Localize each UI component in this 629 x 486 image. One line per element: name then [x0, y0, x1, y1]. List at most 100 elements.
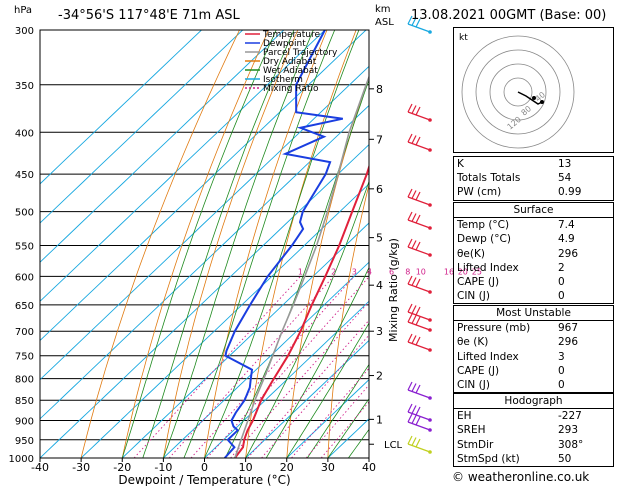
mixing-ratio-line [261, 334, 369, 458]
wind-barb-flag [411, 305, 417, 314]
wind-barb-shaft [407, 411, 431, 421]
km-label: km [375, 4, 391, 15]
km-tick-label: 1 [376, 413, 383, 426]
x-tick-label: 40 [362, 461, 376, 474]
mixing-ratio-line [133, 276, 301, 458]
dry-adiabat-line [163, 30, 299, 458]
wind-barbs [407, 15, 432, 454]
isotherm-line [40, 30, 244, 224]
wind-barb-flag [407, 381, 413, 391]
dewpoint-line [223, 30, 344, 458]
location-label: -34°56'S 117°48'E 71m ASL [58, 8, 240, 23]
wind-barb-flag [407, 238, 413, 248]
wind-barb-dot [428, 348, 432, 352]
hodograph-point [532, 96, 536, 100]
wind-barb-flag [411, 405, 417, 414]
wind-barb-flag [415, 416, 421, 426]
wind-barb-flag [411, 335, 417, 344]
indices-row: Totals Totals 54 [457, 172, 572, 185]
pressure-tick-label: 700 [15, 327, 34, 338]
wind-barb-shaft [407, 219, 431, 229]
wet-adiabat-line [286, 322, 369, 458]
wind-barb-shaft [407, 23, 431, 33]
mixing-ratio-line [320, 401, 369, 458]
legend-label: Isotherm [263, 75, 303, 85]
isotherm-line [163, 261, 369, 458]
wind-barb-dot [428, 203, 432, 207]
km-tick-label: 7 [376, 133, 383, 146]
indices-row: K 13 [457, 158, 572, 170]
wind-barb-dot [428, 328, 432, 332]
hodograph-row: SREH 293 [457, 424, 579, 437]
wind-barb-shaft [407, 443, 431, 453]
wind-barb-dot [428, 418, 432, 422]
wind-barb-flag [411, 240, 417, 249]
wind-barb-shaft [407, 321, 431, 331]
x-tick-label: 20 [280, 461, 294, 474]
isotherm-line [40, 30, 326, 302]
hodograph-title: Hodograph [454, 394, 613, 410]
x-tick-label: -20 [113, 461, 131, 474]
isotherm-line [40, 104, 369, 420]
hodograph-ring [489, 63, 547, 121]
km-tick-label: 2 [376, 370, 383, 383]
dry-adiabat-line [245, 30, 357, 458]
isotherm-line [286, 379, 369, 458]
pressure-tick-label: 850 [15, 396, 34, 407]
dry-adiabat-line [204, 30, 328, 458]
wind-barb-dot [428, 148, 432, 152]
wind-barb-flag [415, 241, 421, 251]
wet-adiabat-line [265, 266, 369, 458]
km-tick-label: 5 [376, 232, 383, 245]
unstable-row: Lifted Index 3 [457, 350, 565, 363]
pressure-tick-label: 300 [15, 26, 34, 37]
wind-barb-flag [407, 133, 413, 143]
isotherm-line [40, 144, 369, 458]
wind-barb-flag [415, 106, 421, 116]
hodograph-ring [461, 35, 575, 149]
wind-barb-dot [428, 450, 432, 454]
wind-barb-flag [411, 213, 417, 222]
unstable-row: CAPE (J) 0 [457, 364, 565, 377]
wind-barb-flag [407, 15, 413, 25]
hodograph-ring [475, 49, 561, 135]
mixing-ratio-line [190, 276, 355, 458]
x-tick-label: -30 [72, 461, 90, 474]
hodograph-row: EH -227 [457, 410, 582, 423]
wind-barb-flag [415, 316, 421, 326]
unstable-row: CIN (J) 0 [457, 379, 565, 392]
pressure-tick-label: 500 [15, 208, 34, 219]
wind-barb-flag [415, 18, 421, 28]
wind-barb-shaft [407, 141, 431, 151]
wet-adiabat-line [183, 30, 336, 458]
x-tick-label: -40 [31, 461, 49, 474]
isotherm-line [121, 222, 369, 458]
hodograph-row: StmDir 308° [457, 438, 584, 451]
hodograph-point [540, 100, 544, 104]
pressure-tick-label: 900 [15, 417, 34, 428]
wind-barb-flag [411, 105, 417, 114]
wind-barb-flag [407, 313, 413, 323]
pressure-tick-label: 600 [15, 272, 34, 283]
wind-barb-flag [411, 383, 417, 392]
isotherm-line [40, 30, 202, 185]
wind-barb-flag [407, 188, 413, 198]
legend-label: Dry Adiabat [263, 57, 317, 67]
mixing-ratio-line [206, 276, 369, 458]
unstable-row: Pressure (mb) 967 [457, 322, 579, 335]
dry-adiabat-line [327, 183, 369, 458]
legend-label: Wet Adiabat [263, 66, 318, 76]
dry-adiabat-line [80, 30, 240, 458]
wind-barb-flag [407, 103, 413, 113]
wind-barb-dot [428, 226, 432, 230]
surface-row: Dewp (°C) 4.9 [457, 233, 575, 246]
most-unstable-table: Most Unstable Pressure (mb) 967 θe (K) 296… [453, 305, 614, 394]
wind-barb-flag [415, 406, 421, 416]
wind-barb-flag [415, 136, 421, 146]
wind-barb-flag [407, 275, 413, 285]
wind-barb-flag [415, 438, 421, 448]
mixing-ratio-label: 3 [352, 267, 357, 276]
wind-barb-flag [411, 277, 417, 286]
